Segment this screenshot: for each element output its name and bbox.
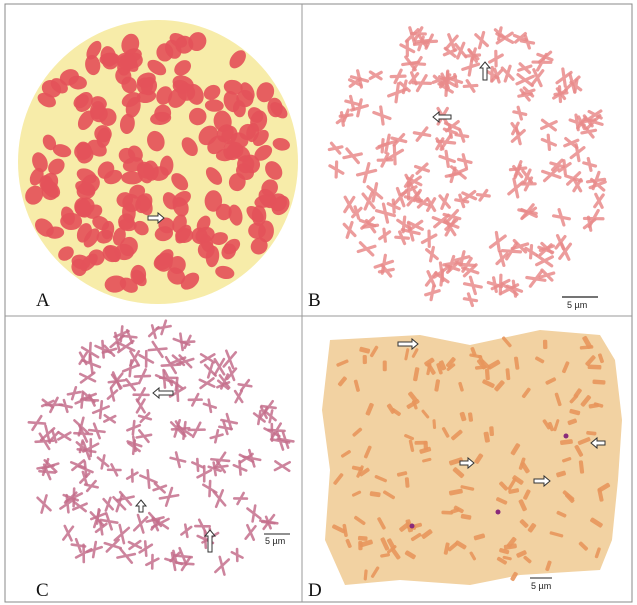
panel-label: B — [308, 290, 321, 311]
scale-bar-label: 5 µm — [567, 300, 587, 310]
nucleolus-dot — [496, 510, 501, 515]
panel-label: D — [308, 580, 322, 601]
chromosome — [363, 355, 367, 364]
nucleolus-dot — [564, 434, 569, 439]
chromosome — [588, 364, 602, 369]
scale-bar-label: 5 µm — [265, 536, 285, 546]
nucleolus-dot — [410, 524, 415, 529]
panel-label: A — [36, 290, 50, 311]
chromosome — [485, 369, 490, 381]
panel-d — [322, 330, 622, 585]
chromosome — [383, 361, 387, 372]
chromosome — [592, 379, 605, 384]
chromosome — [414, 441, 427, 445]
chromosome — [358, 541, 362, 550]
scale-bar-label: 5 µm — [531, 581, 551, 591]
panel-a — [18, 20, 298, 304]
chromosome — [543, 340, 548, 349]
chromosome — [358, 536, 368, 541]
panel-label: C — [36, 580, 49, 601]
chromosome — [489, 426, 494, 436]
figure: A B C D 5 µm 5 µm 5 µm — [0, 0, 637, 605]
